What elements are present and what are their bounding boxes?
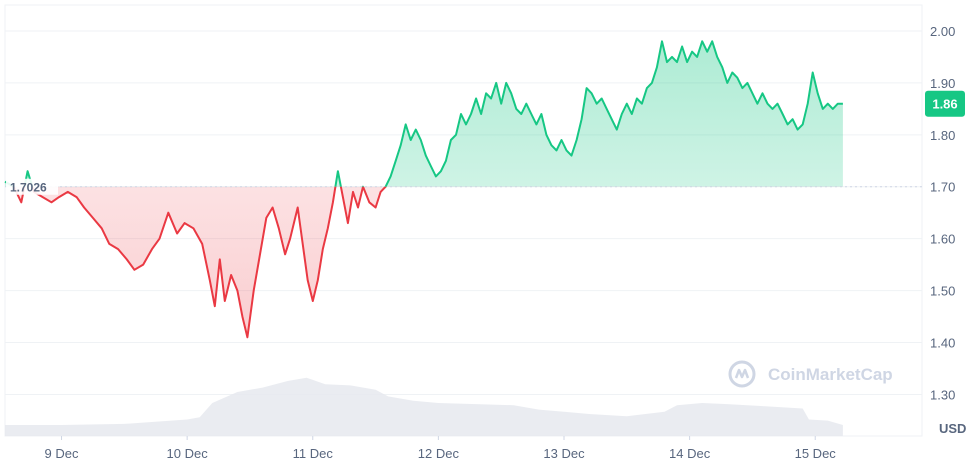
area-fill-up bbox=[5, 41, 843, 187]
x-axis: 9 Dec 10 Dec 11 Dec 12 Dec 13 Dec 14 Dec 15 De… bbox=[45, 436, 837, 461]
price-line-up bbox=[4, 40, 843, 187]
y-tick-label: 1.80 bbox=[930, 128, 955, 143]
x-tick-label: 10 Dec bbox=[167, 446, 209, 461]
watermark-text: CoinMarketCap bbox=[768, 365, 893, 384]
y-tick-label: 1.90 bbox=[930, 76, 955, 91]
x-tick-label: 9 Dec bbox=[45, 446, 79, 461]
x-tick-label: 13 Dec bbox=[543, 446, 585, 461]
price-line bbox=[4, 40, 843, 339]
volume-area bbox=[5, 377, 843, 436]
y-axis: 2.00 1.90 1.80 1.70 1.60 1.50 1.40 1.30 bbox=[930, 24, 955, 402]
price-line-down bbox=[11, 186, 387, 339]
watermark: CoinMarketCap bbox=[728, 360, 893, 388]
y-tick-label: 1.30 bbox=[930, 387, 955, 402]
x-tick-label: 12 Dec bbox=[418, 446, 460, 461]
baseline-label: 1.7026 bbox=[6, 178, 58, 195]
y-axis-unit: USD bbox=[939, 421, 966, 436]
y-tick-label: 1.60 bbox=[930, 232, 955, 247]
y-tick-label: 1.50 bbox=[930, 284, 955, 299]
x-tick-label: 14 Dec bbox=[669, 446, 711, 461]
y-tick-label: 1.40 bbox=[930, 336, 955, 351]
current-price-label: 1.86 bbox=[932, 97, 957, 112]
x-tick-label: 15 Dec bbox=[795, 446, 837, 461]
y-tick-label: 1.70 bbox=[930, 180, 955, 195]
volume-area-shape bbox=[5, 377, 843, 436]
coinmarketcap-logo-icon bbox=[728, 360, 756, 388]
area-fill bbox=[5, 41, 843, 338]
y-tick-label: 2.00 bbox=[930, 24, 955, 39]
baseline-label-text: 1.7026 bbox=[10, 181, 47, 195]
x-tick-label: 11 Dec bbox=[293, 446, 334, 461]
current-price-tag: 1.86 bbox=[925, 90, 965, 117]
